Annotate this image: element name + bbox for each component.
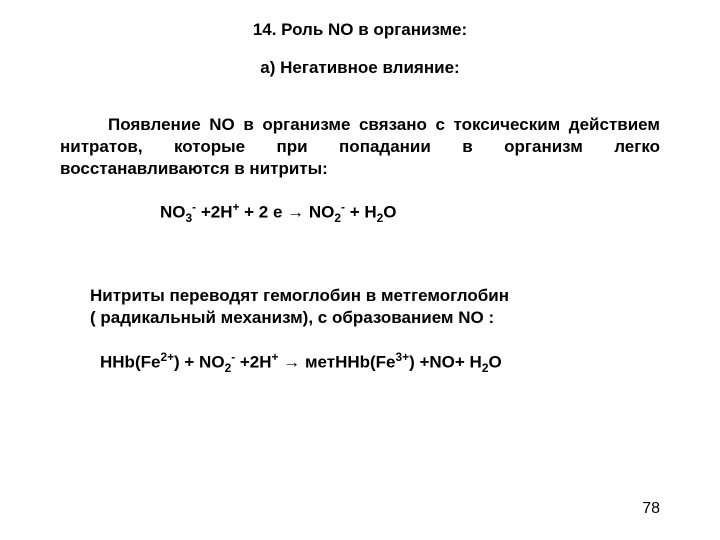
- equation-1: NO3- +2H+ + 2 e → NO2- + H2O: [160, 200, 660, 225]
- eq1-t2: +2H: [196, 203, 232, 222]
- para2-line1: Нитриты переводят гемоглобин в метгемогл…: [90, 286, 509, 305]
- equation-2: HHb(Fe2+) + NO2- +2H+ → метHHb(Fe3+) +NO…: [100, 350, 660, 375]
- eq2-sup4: 3+: [396, 350, 410, 364]
- eq1-t4: + H: [345, 203, 377, 222]
- para2-line2: ( радикальный механизм), с образованием …: [90, 308, 494, 327]
- eq1-t5: O: [383, 203, 396, 222]
- eq2-t4: → метHHb(Fe: [279, 352, 396, 371]
- eq2-sup3: +: [272, 350, 279, 364]
- eq2-t3: +2H: [235, 352, 271, 371]
- eq2-t6: O: [488, 352, 501, 371]
- eq1-t1: NO: [160, 203, 186, 222]
- slide-subtitle: а) Негативное влияние:: [60, 58, 660, 78]
- eq2-sup1: 2+: [160, 350, 174, 364]
- eq1-t3: + 2 e → NO: [239, 203, 334, 222]
- eq2-t5: ) +NO+ H: [409, 352, 482, 371]
- page-number: 78: [642, 500, 660, 518]
- eq2-t2: ) + NO: [174, 352, 225, 371]
- paragraph-2: Нитриты переводят гемоглобин в метгемогл…: [90, 285, 660, 329]
- paragraph-1: Появление NO в организме связано с токси…: [60, 114, 660, 180]
- slide-title: 14. Роль NO в организме:: [60, 20, 660, 40]
- eq2-t1: HHb(Fe: [100, 352, 160, 371]
- slide: 14. Роль NO в организме: а) Негативное в…: [0, 0, 720, 540]
